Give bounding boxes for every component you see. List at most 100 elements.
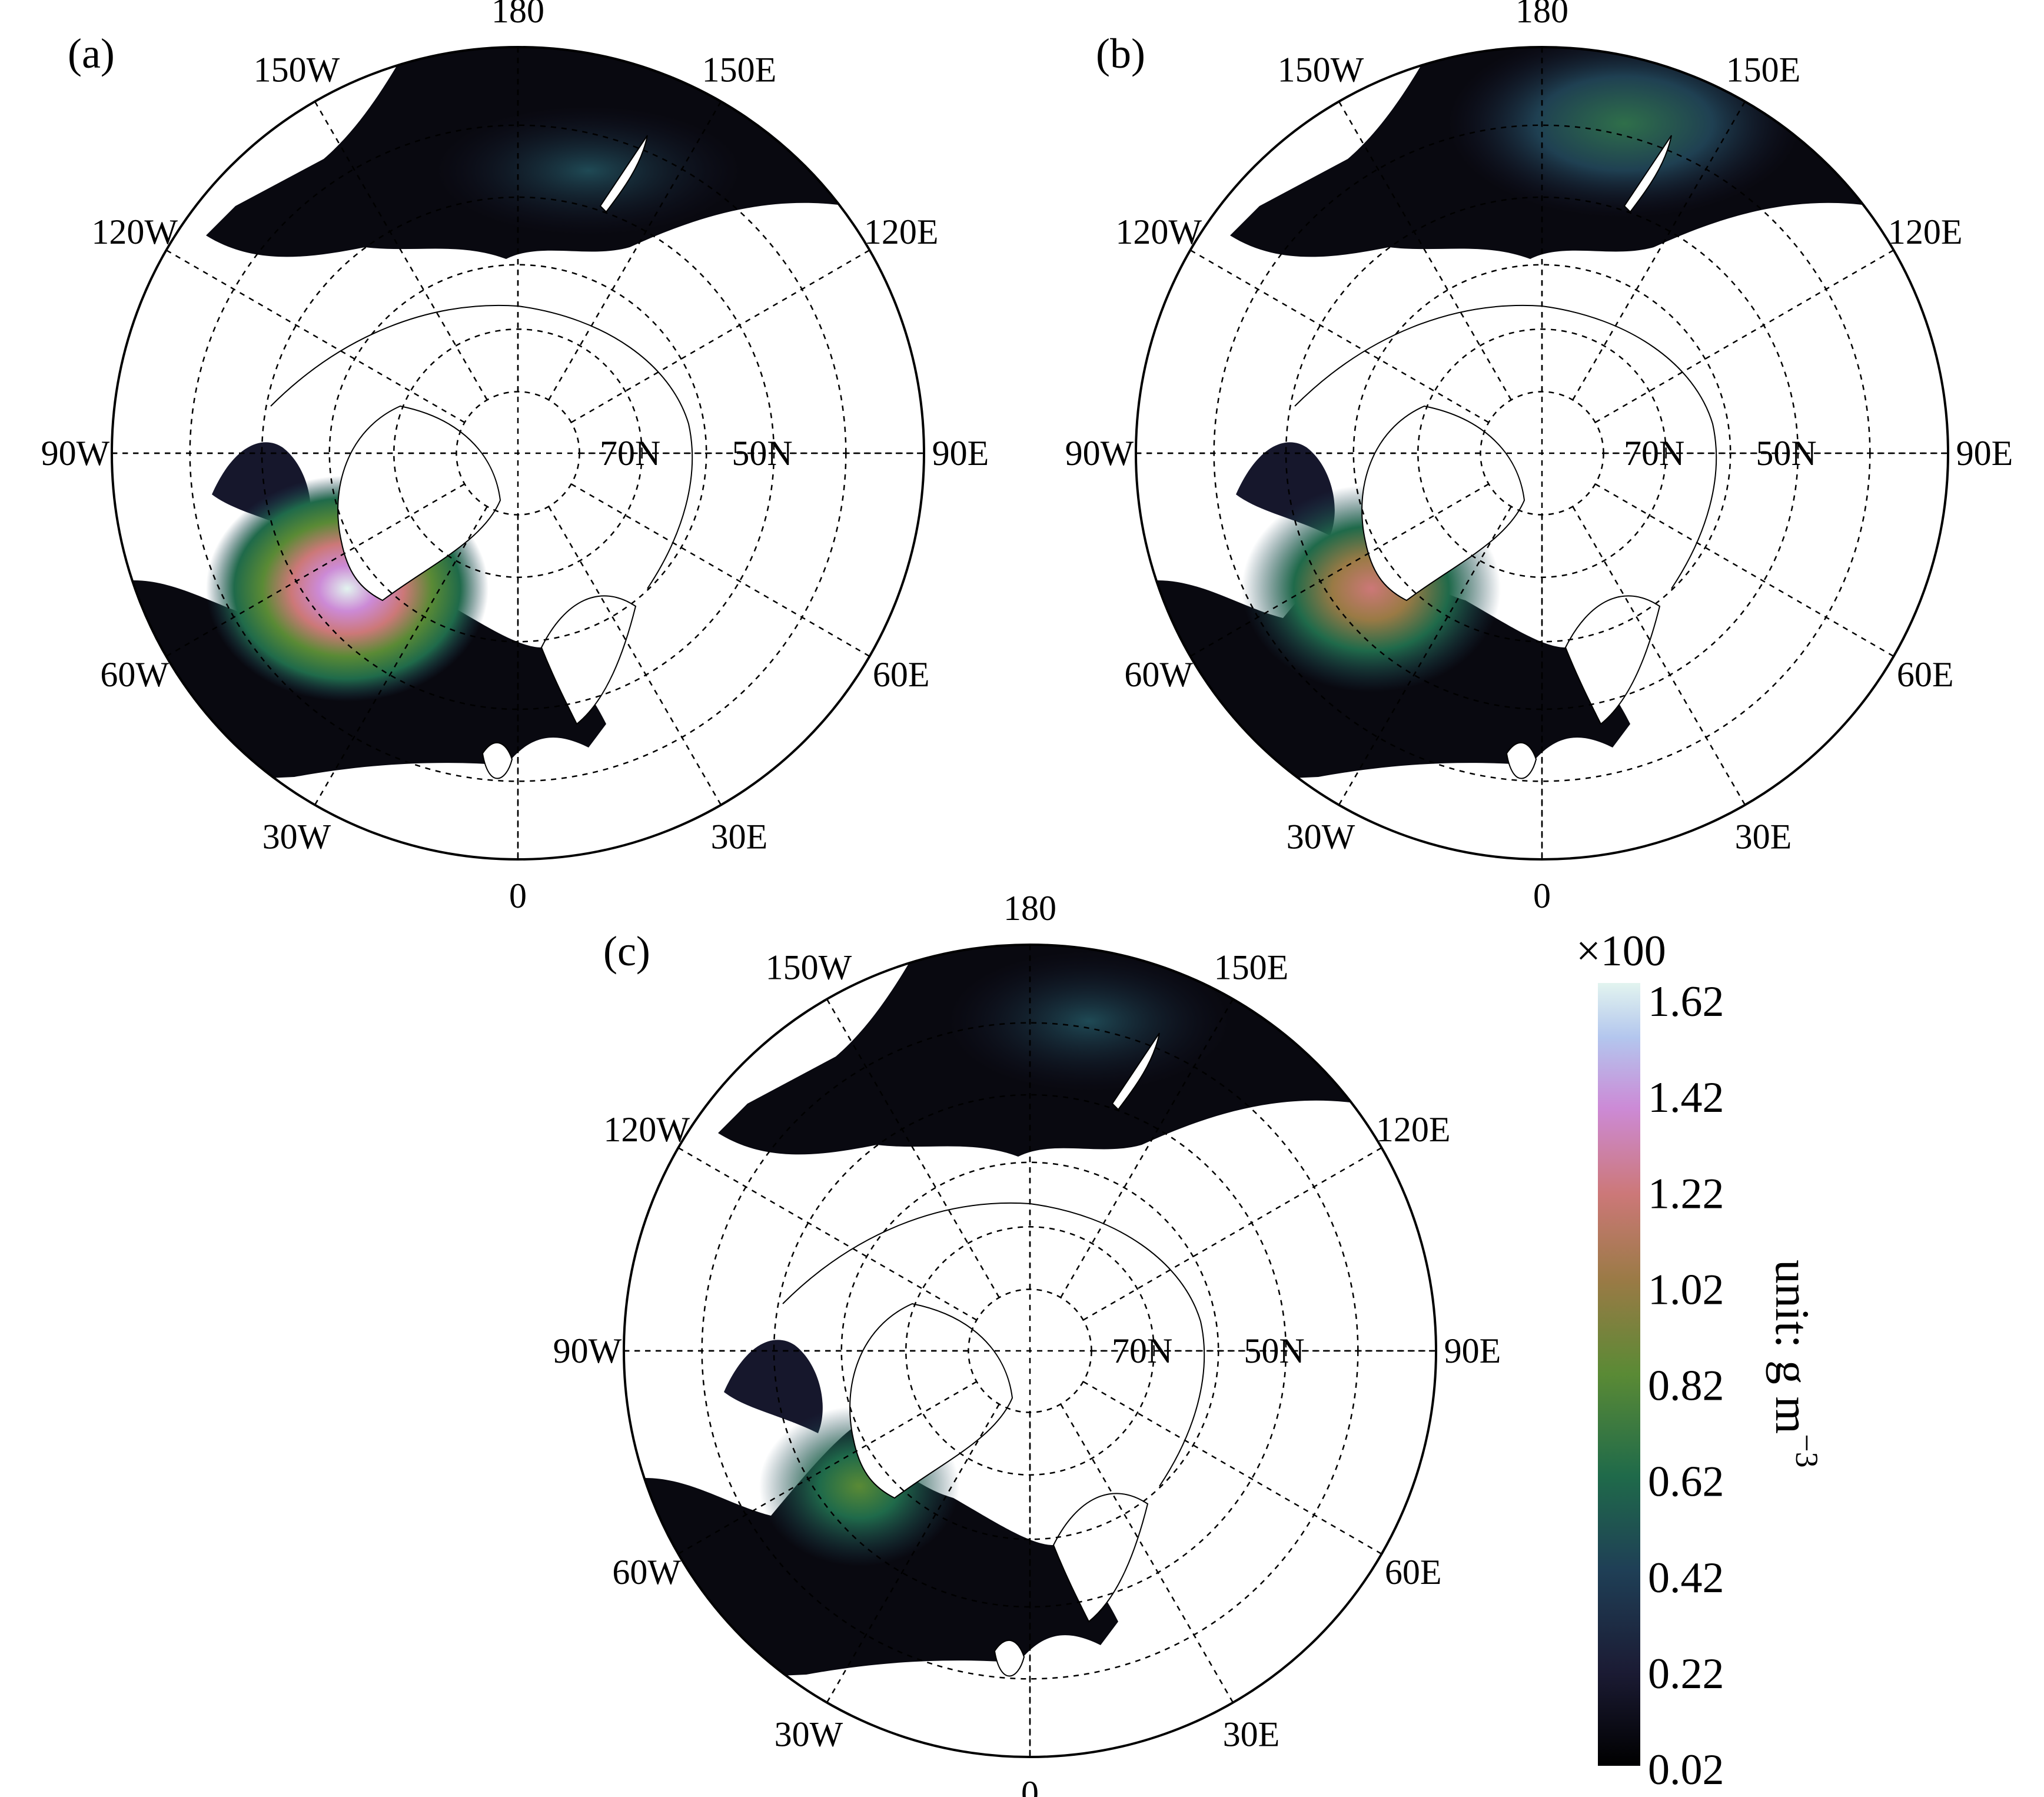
lon-label: 150E bbox=[702, 51, 777, 89]
colorbar-tick-label: 0.82 bbox=[1648, 1362, 1724, 1410]
colorbar-tick-label: 0.22 bbox=[1648, 1650, 1724, 1698]
lon-label: 30E bbox=[1735, 817, 1792, 856]
greenland-land bbox=[1361, 405, 1525, 602]
colorbar-unit-text: unit: g m bbox=[1766, 1260, 1819, 1434]
lat-label-50n: 50N bbox=[1756, 434, 1816, 473]
greenland-land bbox=[337, 405, 501, 602]
lon-gridline bbox=[548, 101, 722, 401]
hudson-bay-field bbox=[724, 1340, 823, 1433]
scandinavia-land bbox=[540, 595, 637, 725]
lon-gridline bbox=[677, 1147, 978, 1321]
lon-label: 30W bbox=[262, 817, 331, 856]
colorbar-tick-label: 1.42 bbox=[1648, 1074, 1724, 1122]
lon-label: 90E bbox=[932, 434, 989, 473]
lon-label: 120E bbox=[1376, 1110, 1451, 1149]
colorbar-tick-label: 1.02 bbox=[1648, 1265, 1724, 1314]
lon-label: 150W bbox=[254, 51, 340, 89]
lon-gridline bbox=[314, 101, 488, 401]
greenland-land bbox=[849, 1303, 1013, 1499]
british-isles-land bbox=[993, 1639, 1025, 1677]
lon-gridline bbox=[1338, 506, 1512, 806]
lat-label-70n: 70N bbox=[1112, 1331, 1172, 1370]
lon-label: 150E bbox=[1214, 948, 1289, 987]
lon-gridline bbox=[826, 1403, 1000, 1703]
lon-label: 150W bbox=[766, 948, 852, 987]
british-isles-land bbox=[481, 742, 513, 779]
lon-label: 0 bbox=[509, 876, 527, 915]
kamchatka-land bbox=[1623, 135, 1672, 213]
lon-label: 30W bbox=[1287, 817, 1355, 856]
lon-gridline bbox=[1189, 483, 1490, 657]
lon-label: 0 bbox=[1533, 876, 1551, 915]
scandinavia-land bbox=[1052, 1493, 1149, 1623]
lon-gridline bbox=[1572, 101, 1746, 401]
lon-label: 180 bbox=[1515, 0, 1568, 30]
pacific-highlight bbox=[436, 106, 742, 235]
pacific-highlight bbox=[948, 951, 1230, 1092]
map-panel-a: (a) 180 150E 120E 90E 60E 30E 0 30W 60W 90W 120W 150… bbox=[41, 0, 989, 915]
lon-label: 60W bbox=[612, 1553, 681, 1592]
lon-gridline bbox=[1594, 249, 1895, 423]
lat-label-50n: 50N bbox=[732, 434, 792, 473]
arctic-coastline bbox=[1294, 305, 1717, 589]
colorbar-tick-label: 1.62 bbox=[1648, 978, 1724, 1026]
lon-gridline bbox=[677, 1381, 978, 1555]
lon-gridline bbox=[570, 483, 870, 657]
map-content-b bbox=[1136, 47, 1948, 859]
lon-label: 180 bbox=[491, 0, 544, 30]
lon-label: 120W bbox=[1115, 212, 1202, 251]
panel-label: (b) bbox=[1096, 30, 1145, 77]
kamchatka-land bbox=[599, 135, 648, 213]
lat-label-50n: 50N bbox=[1244, 1331, 1304, 1370]
lat-label-70n: 70N bbox=[1624, 434, 1684, 473]
lon-label: 30E bbox=[1223, 1715, 1280, 1753]
lon-gridline bbox=[165, 483, 466, 657]
panel-label: (a) bbox=[68, 30, 115, 77]
lon-gridline bbox=[1060, 998, 1234, 1298]
arctic-coastline bbox=[270, 305, 693, 589]
lon-gridline bbox=[548, 506, 722, 806]
lon-gridline bbox=[1189, 249, 1490, 423]
lon-label: 180 bbox=[1003, 889, 1056, 928]
colorbar-unit-label: unit: g m−3 bbox=[1766, 1260, 1824, 1468]
colorbar-unit-exponent: −3 bbox=[1789, 1434, 1824, 1467]
lon-label: 90E bbox=[1444, 1331, 1501, 1370]
lon-label: 120W bbox=[603, 1110, 690, 1149]
colorbar-tick-label: 0.42 bbox=[1648, 1554, 1724, 1602]
map-panel-c: (c) 180 150E 120E 90E 60E 30E 0 30W 60W 90W 120W 150… bbox=[553, 889, 1501, 1797]
colorbar-multiplier: ×100 bbox=[1576, 927, 1666, 975]
map-content-a bbox=[112, 47, 924, 859]
lon-label: 120E bbox=[1888, 212, 1963, 251]
lon-label: 150W bbox=[1278, 51, 1364, 89]
panel-label: (c) bbox=[603, 928, 650, 975]
colorbar-tick-label: 1.22 bbox=[1648, 1170, 1724, 1218]
lon-label: 90W bbox=[553, 1331, 622, 1370]
map-panel-b: (b) 180 150E 120E 90E 60E 30E 0 30W 60W 90W 120W 150… bbox=[1065, 0, 2013, 915]
map-boundary bbox=[623, 944, 1437, 1758]
lon-label: 30W bbox=[775, 1715, 843, 1753]
lon-gridline bbox=[570, 249, 870, 423]
lon-label: 30E bbox=[711, 817, 768, 856]
lon-gridline bbox=[1082, 1381, 1382, 1555]
lon-label: 90W bbox=[41, 434, 110, 473]
colorbar-tick-label: 0.02 bbox=[1648, 1746, 1724, 1794]
lon-label: 90W bbox=[1065, 434, 1134, 473]
lon-gridline bbox=[165, 249, 466, 423]
lon-label: 60W bbox=[1124, 655, 1193, 694]
lon-label: 60E bbox=[1385, 1553, 1442, 1592]
lon-label: 150E bbox=[1726, 51, 1801, 89]
lon-gridline bbox=[826, 998, 1000, 1298]
lon-label: 60E bbox=[1897, 655, 1954, 694]
lon-label: 0 bbox=[1021, 1774, 1039, 1797]
lon-gridline bbox=[1572, 506, 1746, 806]
lat-label-70n: 70N bbox=[600, 434, 660, 473]
kamchatka-land bbox=[1111, 1032, 1160, 1111]
lon-gridline bbox=[1082, 1147, 1382, 1321]
lon-gridline bbox=[1338, 101, 1512, 401]
arctic-coastline bbox=[782, 1203, 1205, 1487]
colorbar-bar bbox=[1598, 983, 1640, 1766]
colorbar-tick-label: 0.62 bbox=[1648, 1458, 1724, 1506]
lon-gridline bbox=[1060, 1403, 1234, 1703]
lon-label: 60W bbox=[100, 655, 169, 694]
